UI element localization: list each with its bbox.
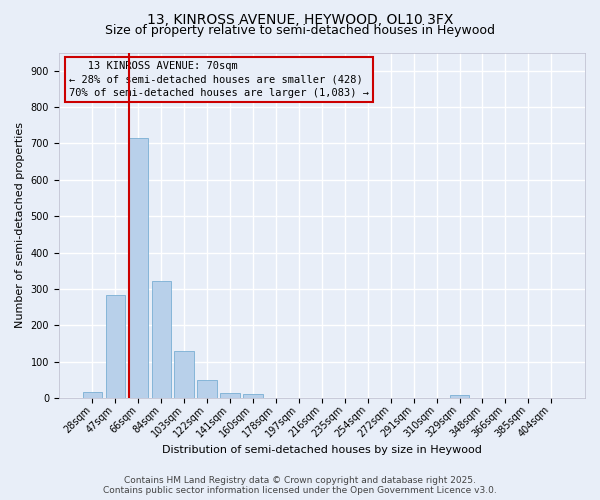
Bar <box>197 380 217 398</box>
Text: Size of property relative to semi-detached houses in Heywood: Size of property relative to semi-detach… <box>105 24 495 37</box>
X-axis label: Distribution of semi-detached houses by size in Heywood: Distribution of semi-detached houses by … <box>162 445 482 455</box>
Bar <box>152 281 171 398</box>
Text: Contains HM Land Registry data © Crown copyright and database right 2025.
Contai: Contains HM Land Registry data © Crown c… <box>103 476 497 495</box>
Bar <box>244 394 263 398</box>
Bar <box>175 351 194 398</box>
Bar <box>220 393 240 398</box>
Bar <box>450 396 469 398</box>
Bar <box>106 295 125 398</box>
Bar <box>83 392 102 398</box>
Text: 13, KINROSS AVENUE, HEYWOOD, OL10 3FX: 13, KINROSS AVENUE, HEYWOOD, OL10 3FX <box>147 12 453 26</box>
Y-axis label: Number of semi-detached properties: Number of semi-detached properties <box>15 122 25 328</box>
Bar <box>128 138 148 398</box>
Text: 13 KINROSS AVENUE: 70sqm
← 28% of semi-detached houses are smaller (428)
70% of : 13 KINROSS AVENUE: 70sqm ← 28% of semi-d… <box>70 61 370 98</box>
